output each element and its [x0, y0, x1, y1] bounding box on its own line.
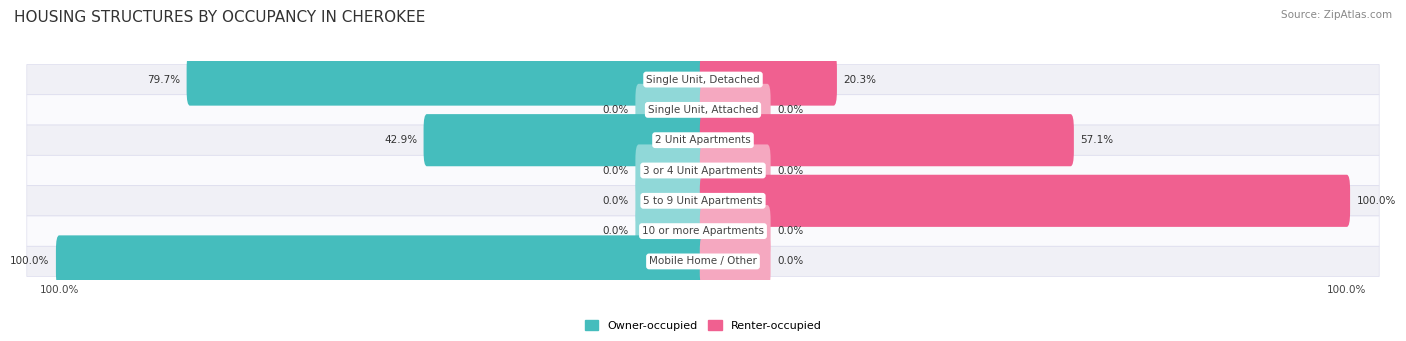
Text: 0.0%: 0.0%	[778, 226, 803, 236]
FancyBboxPatch shape	[27, 64, 1379, 95]
FancyBboxPatch shape	[27, 155, 1379, 186]
Text: 0.0%: 0.0%	[603, 226, 628, 236]
FancyBboxPatch shape	[636, 175, 706, 227]
FancyBboxPatch shape	[27, 186, 1379, 216]
Text: 0.0%: 0.0%	[603, 196, 628, 206]
Text: 5 to 9 Unit Apartments: 5 to 9 Unit Apartments	[644, 196, 762, 206]
Text: 0.0%: 0.0%	[778, 165, 803, 176]
Text: Mobile Home / Other: Mobile Home / Other	[650, 256, 756, 266]
Text: 79.7%: 79.7%	[148, 75, 180, 85]
Text: 2 Unit Apartments: 2 Unit Apartments	[655, 135, 751, 145]
Text: 0.0%: 0.0%	[778, 256, 803, 266]
Text: Source: ZipAtlas.com: Source: ZipAtlas.com	[1281, 10, 1392, 20]
FancyBboxPatch shape	[423, 114, 706, 166]
FancyBboxPatch shape	[700, 235, 770, 287]
Text: 10 or more Apartments: 10 or more Apartments	[643, 226, 763, 236]
Text: 100.0%: 100.0%	[1357, 196, 1396, 206]
FancyBboxPatch shape	[700, 205, 770, 257]
FancyBboxPatch shape	[187, 54, 706, 106]
FancyBboxPatch shape	[27, 125, 1379, 155]
Text: 42.9%: 42.9%	[384, 135, 418, 145]
Legend: Owner-occupied, Renter-occupied: Owner-occupied, Renter-occupied	[581, 316, 825, 335]
FancyBboxPatch shape	[27, 246, 1379, 277]
Text: 100.0%: 100.0%	[10, 256, 49, 266]
FancyBboxPatch shape	[700, 54, 837, 106]
Text: Single Unit, Attached: Single Unit, Attached	[648, 105, 758, 115]
FancyBboxPatch shape	[27, 216, 1379, 246]
Text: 0.0%: 0.0%	[603, 105, 628, 115]
Text: 57.1%: 57.1%	[1080, 135, 1114, 145]
FancyBboxPatch shape	[700, 114, 1074, 166]
FancyBboxPatch shape	[56, 235, 706, 287]
FancyBboxPatch shape	[636, 145, 706, 196]
Text: 20.3%: 20.3%	[844, 75, 876, 85]
FancyBboxPatch shape	[700, 145, 770, 196]
FancyBboxPatch shape	[27, 95, 1379, 125]
Text: 3 or 4 Unit Apartments: 3 or 4 Unit Apartments	[643, 165, 763, 176]
Text: HOUSING STRUCTURES BY OCCUPANCY IN CHEROKEE: HOUSING STRUCTURES BY OCCUPANCY IN CHERO…	[14, 10, 426, 25]
FancyBboxPatch shape	[636, 205, 706, 257]
FancyBboxPatch shape	[700, 84, 770, 136]
Text: 0.0%: 0.0%	[778, 105, 803, 115]
Text: Single Unit, Detached: Single Unit, Detached	[647, 75, 759, 85]
FancyBboxPatch shape	[700, 175, 1350, 227]
Text: 0.0%: 0.0%	[603, 165, 628, 176]
FancyBboxPatch shape	[636, 84, 706, 136]
